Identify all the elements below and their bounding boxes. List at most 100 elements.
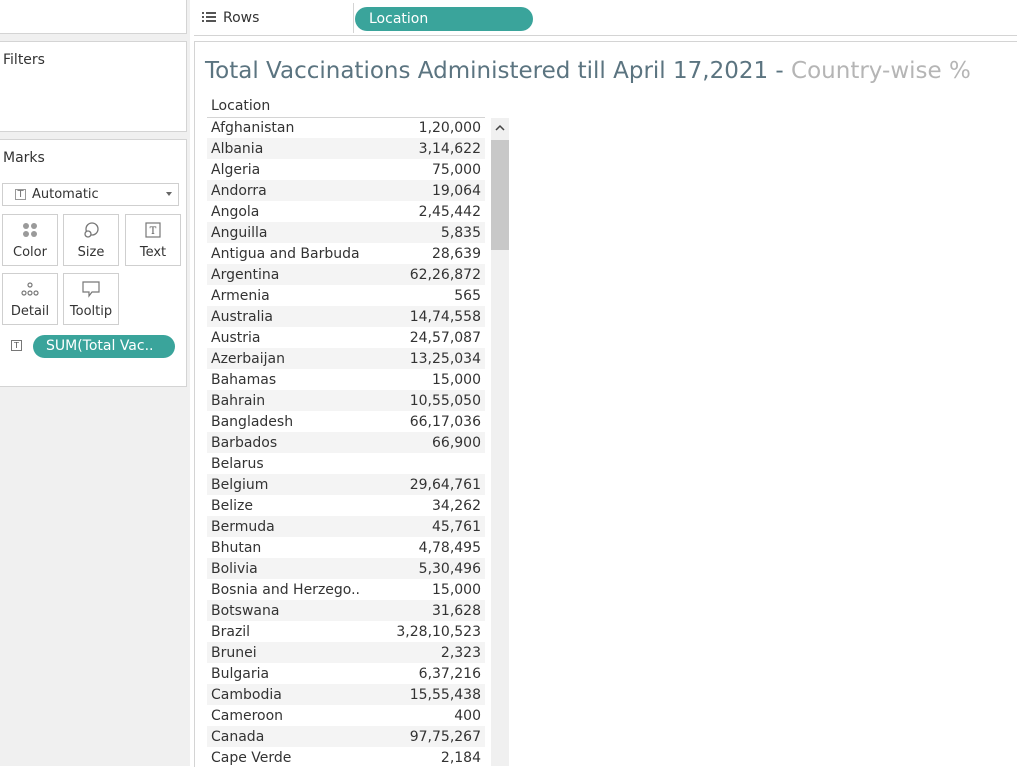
table-row[interactable]: Bahrain 10,55,050 [207,390,485,411]
table-row[interactable]: Algeria 75,000 [207,159,485,180]
size-card[interactable]: Size [63,214,119,266]
vaccination-value-cell: 75,000 [432,161,481,178]
table-scrollbar[interactable] [491,118,509,766]
location-cell: Bosnia and Herzego.. [211,581,361,598]
vaccination-value-cell: 66,17,036 [409,413,481,430]
pages-panel [0,0,187,34]
table-row[interactable]: Australia 14,74,558 [207,306,485,327]
detail-card-label: Detail [10,304,50,319]
vaccination-value-cell: 15,000 [432,581,481,598]
text-mark-icon: T [15,189,26,200]
table-row[interactable]: Belarus [207,453,485,474]
vaccination-value-cell: 3,28,10,523 [396,623,481,640]
table-row[interactable]: Bosnia and Herzego.. 15,000 [207,579,485,600]
table-row[interactable]: Cambodia 15,55,438 [207,684,485,705]
vaccination-value-cell: 15,55,438 [409,686,481,703]
color-card[interactable]: Color [2,214,58,266]
table-row[interactable]: Anguilla 5,835 [207,222,485,243]
table-row[interactable]: Belgium 29,64,761 [207,474,485,495]
viz-title: Total Vaccinations Administered till Apr… [205,58,971,84]
vaccination-value-cell: 6,37,216 [418,665,481,682]
vaccination-value-cell: 565 [454,287,481,304]
table-row[interactable]: Bolivia 5,30,496 [207,558,485,579]
rows-label-text: Rows [223,10,260,26]
mark-type-value: Automatic [32,187,99,202]
table-row[interactable]: Antigua and Barbuda 28,639 [207,243,485,264]
location-cell: Afghanistan [211,119,295,136]
scroll-up-arrow-icon[interactable] [491,118,509,136]
vaccination-value-cell: 2,45,442 [418,203,481,220]
location-cell: Angola [211,203,260,220]
table-row[interactable]: Bahamas 15,000 [207,369,485,390]
table-row[interactable]: Belize 34,262 [207,495,485,516]
table-row[interactable]: Botswana 31,628 [207,600,485,621]
vaccination-value-cell: 4,78,495 [418,539,481,556]
rows-list-icon [202,10,216,26]
vaccination-value-cell: 28,639 [432,245,481,262]
table-row[interactable]: Cape Verde 2,184 [207,747,485,768]
rows-shelf-label: Rows [196,3,354,33]
table-row[interactable]: Bermuda 45,761 [207,516,485,537]
location-cell: Albania [211,140,264,157]
filters-panel[interactable]: Filters [0,41,187,132]
table-row[interactable]: Azerbaijan 13,25,034 [207,348,485,369]
vaccination-table: Afghanistan 1,20,000 Albania 3,14,622 Algeri… [207,117,485,768]
location-cell: Bhutan [211,539,262,556]
mark-type-dropdown[interactable]: T Automatic [2,183,179,206]
table-row[interactable]: Brazil 3,28,10,523 [207,621,485,642]
sum-total-vaccinations-pill[interactable]: SUM(Total Vac.. [33,335,175,358]
color-icon [3,221,57,239]
table-row[interactable]: Angola 2,45,442 [207,201,485,222]
location-cell: Bahamas [211,371,277,388]
tooltip-card-label: Tooltip [69,304,113,319]
table-row[interactable]: Cameroon 400 [207,705,485,726]
detail-card[interactable]: Detail [2,273,58,325]
location-cell: Bolivia [211,560,258,577]
marks-panel: Marks T Automatic Color Size T [0,139,187,387]
location-cell: Botswana [211,602,280,619]
scrollbar-thumb[interactable] [491,140,509,250]
location-cell: Belize [211,497,253,514]
text-card[interactable]: T Text [125,214,181,266]
table-row[interactable]: Afghanistan 1,20,000 [207,117,485,138]
location-cell: Bulgaria [211,665,270,682]
vaccination-value-cell: 3,14,622 [418,140,481,157]
table-row[interactable]: Bulgaria 6,37,216 [207,663,485,684]
location-cell: Belgium [211,476,269,493]
location-cell: Andorra [211,182,267,199]
vaccination-value-cell: 5,835 [440,224,481,241]
vaccination-value-cell: 62,26,872 [409,266,481,283]
location-cell: Australia [211,308,273,325]
location-cell: Bangladesh [211,413,294,430]
tooltip-card[interactable]: Tooltip [63,273,119,325]
vaccination-value-cell: 19,064 [432,182,481,199]
location-column-header[interactable]: Location [211,98,271,114]
text-card-label: Text [139,245,167,260]
table-row[interactable]: Armenia 565 [207,285,485,306]
chevron-down-icon [166,192,172,196]
vaccination-value-cell: 29,64,761 [409,476,481,493]
table-row[interactable]: Austria 24,57,087 [207,327,485,348]
svg-text:T: T [150,226,157,237]
table-row[interactable]: Albania 3,14,622 [207,138,485,159]
viz-title-subtitle: Country-wise % [791,58,971,84]
location-cell: Barbados [211,434,278,451]
location-cell: Bahrain [211,392,266,409]
vaccination-value-cell: 97,75,267 [409,728,481,745]
location-cell: Anguilla [211,224,268,241]
location-cell: Brazil [211,623,251,640]
table-row[interactable]: Argentina 62,26,872 [207,264,485,285]
vaccination-value-cell: 1,20,000 [418,119,481,136]
vaccination-value-cell: 24,57,087 [409,329,481,346]
viz-title-main: Total Vaccinations Administered till Apr… [205,58,784,84]
table-row[interactable]: Barbados 66,900 [207,432,485,453]
location-cell: Brunei [211,644,257,661]
table-row[interactable]: Andorra 19,064 [207,180,485,201]
vaccination-value-cell: 2,323 [440,644,481,661]
marks-title: Marks [3,150,45,166]
table-row[interactable]: Bhutan 4,78,495 [207,537,485,558]
table-row[interactable]: Canada 97,75,267 [207,726,485,747]
table-row[interactable]: Brunei 2,323 [207,642,485,663]
table-row[interactable]: Bangladesh 66,17,036 [207,411,485,432]
location-row-pill[interactable]: Location [355,7,533,31]
